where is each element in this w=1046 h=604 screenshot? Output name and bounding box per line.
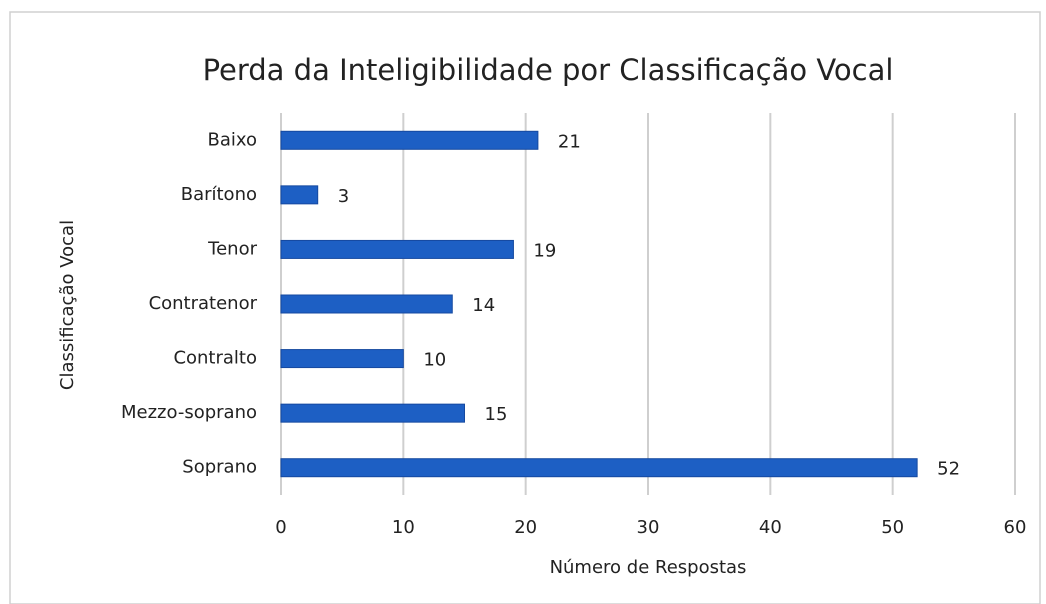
y-axis-label: Classificação Vocal [57,220,78,390]
bar [280,130,539,150]
x-tick-label: 0 [275,517,286,538]
y-tick-label: Soprano [182,457,257,478]
x-tick-label: 20 [514,517,537,538]
bar [280,294,453,314]
y-tick-label: Mezzo-soprano [121,402,257,423]
bar [280,239,514,259]
bar [280,458,918,478]
data-label: 15 [485,404,508,425]
x-axis-label: Número de Respostas [550,557,747,578]
y-tick-label: Contratenor [149,293,258,314]
x-tick-label: 40 [759,517,782,538]
bar [280,349,404,369]
data-label: 21 [558,131,581,152]
data-label: 14 [472,295,495,316]
data-label: 52 [937,459,960,480]
y-tick-label: Tenor [207,238,257,259]
x-tick-label: 30 [637,517,660,538]
x-tick-label: 60 [1004,517,1027,538]
bar [280,403,465,423]
y-tick-label: Contralto [173,348,257,369]
x-tick-label: 10 [392,517,415,538]
bar [280,185,319,205]
data-label: 10 [423,350,446,371]
data-label: 19 [533,240,556,261]
data-label: 3 [338,186,349,207]
x-tick-label: 50 [881,517,904,538]
chart-title: Perda da Inteligibilidade por Classifica… [203,53,894,87]
y-tick-label: Barítono [181,184,257,205]
y-tick-label: Baixo [208,129,258,150]
